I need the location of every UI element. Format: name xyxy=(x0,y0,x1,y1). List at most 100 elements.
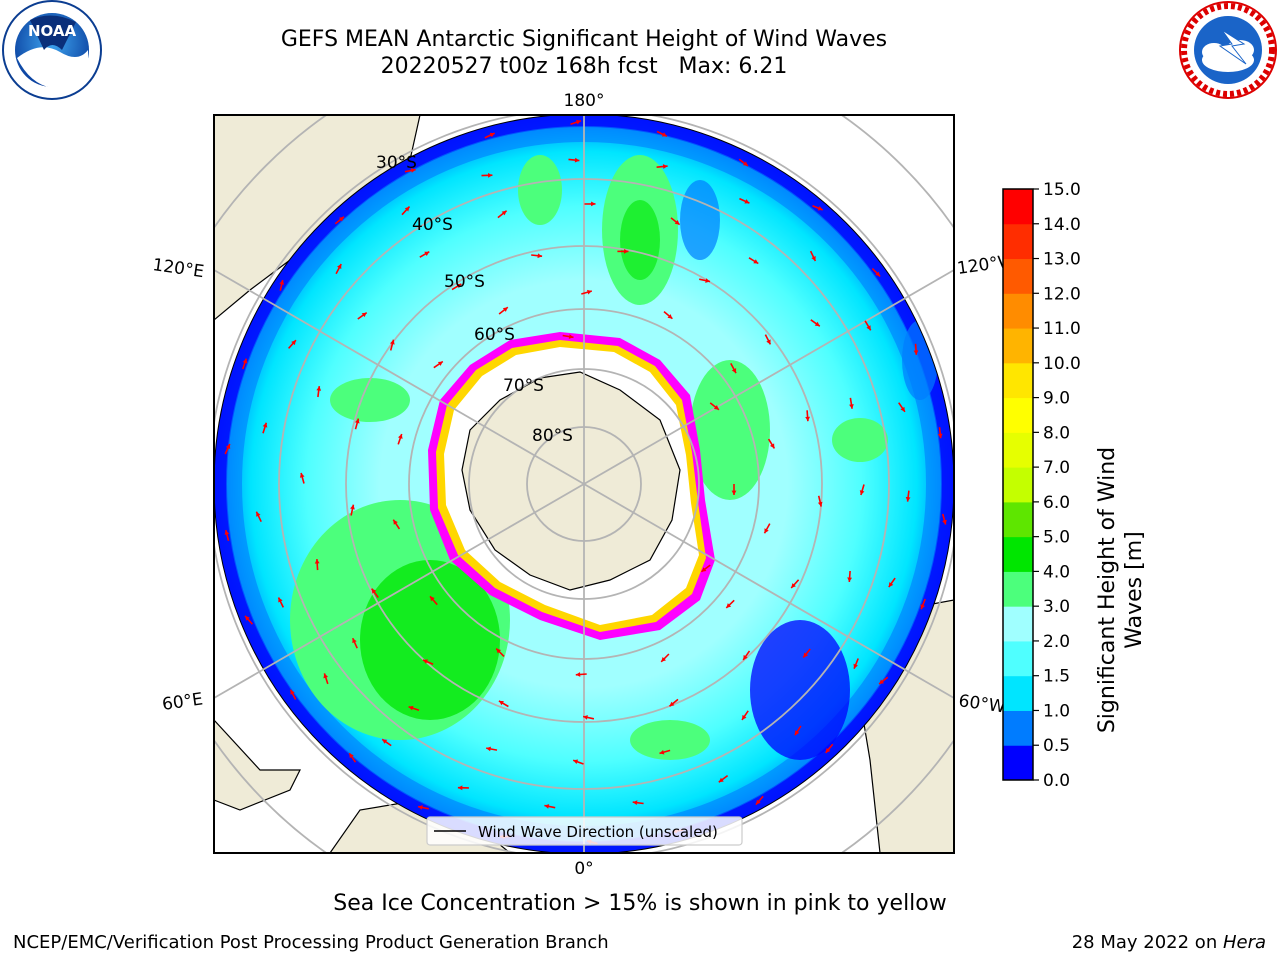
footer-date: 28 May 2022 on Hera xyxy=(1072,932,1266,954)
wind-wave-arrowhead xyxy=(937,433,943,439)
colorbar-cell xyxy=(1003,258,1033,294)
lon-label-lower-left: 60°E xyxy=(161,689,204,714)
colorbar-cell xyxy=(1003,293,1033,329)
wind-wave-arrowhead xyxy=(913,350,919,355)
colorbar-cell xyxy=(1003,362,1033,399)
wind-wave-arrowhead xyxy=(743,161,748,166)
wind-wave-arrowhead xyxy=(245,615,250,621)
wind-wave-arrowhead xyxy=(224,530,230,535)
wind-wave-arrowhead xyxy=(316,386,322,391)
colorbar-tick-label: 13.0 xyxy=(1043,250,1081,270)
wind-wave-arrowhead xyxy=(278,597,283,603)
wind-wave-arrowhead xyxy=(544,804,550,809)
wind-wave-arrowhead xyxy=(410,168,416,173)
wind-wave-arrowhead xyxy=(486,746,491,752)
colorbar-tick-label: 14.0 xyxy=(1043,215,1081,235)
colorbar-cell xyxy=(1003,571,1033,607)
wind-wave-arrowhead xyxy=(661,132,667,137)
wind-wave-arrowhead xyxy=(814,321,820,327)
wind-wave-arrowhead xyxy=(225,444,231,449)
wind-wave-arrowhead xyxy=(404,206,410,212)
wind-wave-arrowhead xyxy=(422,659,428,664)
wind-wave-arrowhead xyxy=(674,220,680,225)
lat-label-70s: 70°S xyxy=(503,376,544,396)
wind-wave-arrowhead xyxy=(573,759,579,764)
wind-wave-arrowhead xyxy=(770,443,775,449)
colorbar-tick-label: 2.0 xyxy=(1043,632,1070,652)
wind-wave-arrowhead xyxy=(299,472,305,478)
nws-logo xyxy=(1179,1,1277,99)
colorbar-tick-label: 10.0 xyxy=(1043,354,1081,374)
wind-wave-arrowhead xyxy=(731,490,737,495)
wind-wave-arrowhead xyxy=(718,777,724,783)
colorbar-cell xyxy=(1003,397,1033,433)
lon-label-top: 180° xyxy=(564,91,605,111)
wind-wave-arrowhead xyxy=(701,567,707,572)
wind-wave-arrowhead xyxy=(574,157,580,163)
colorbar-tick-label: 0.0 xyxy=(1043,771,1070,791)
wind-wave-arrowhead xyxy=(354,418,360,424)
noaa-logo-text: NOAA xyxy=(28,22,77,40)
colorbar-cell xyxy=(1003,640,1033,677)
wind-wave-arrowhead xyxy=(853,663,858,669)
wind-wave-arrowhead xyxy=(667,314,673,319)
wind-wave-arrowhead xyxy=(456,283,462,289)
wind-wave-arrowhead xyxy=(568,334,574,339)
wind-wave-arrowhead xyxy=(811,256,816,261)
wind-wave-arrowhead xyxy=(371,588,377,594)
polar-map xyxy=(214,115,954,853)
wind-wave-arrowhead xyxy=(339,216,344,222)
wind-wave-arrowhead xyxy=(742,714,747,720)
wind-wave-arrowhead xyxy=(743,654,748,660)
wind-wave-arrowhead xyxy=(537,253,543,259)
wind-wave-arrowhead xyxy=(256,511,261,517)
colorbar-cell xyxy=(1003,223,1033,260)
colorbar-cell xyxy=(1003,606,1033,642)
colorbar-tick-label: 11.0 xyxy=(1043,319,1081,339)
wind-wave-arrowhead xyxy=(825,748,831,753)
wind-wave-arrowhead xyxy=(866,325,871,331)
wind-wave-arrowhead xyxy=(847,577,852,582)
wind-wave-arrowhead xyxy=(791,583,796,588)
wind-wave-arrowhead xyxy=(437,361,443,366)
wind-wave-arrowhead xyxy=(279,280,285,285)
wind-wave-arrowhead xyxy=(501,210,507,216)
wind-wave-arrowhead xyxy=(352,638,357,644)
wind-wave-arrowhead xyxy=(408,705,414,711)
noaa-logo: NOAA xyxy=(2,0,102,100)
wind-wave-arrowhead xyxy=(705,278,710,283)
wind-wave-arrowhead xyxy=(879,679,884,684)
wind-wave-arrowhead xyxy=(430,596,435,602)
wind-wave-arrowhead xyxy=(766,339,771,345)
wind-wave-arrowhead xyxy=(744,199,750,204)
colorbar-cell xyxy=(1003,189,1033,225)
colorbar: 0.0 0.5 1.0 1.5 2.0 3.0 4.0 5.0 6.0 7.0 8.0 9.0 10.0… xyxy=(1002,180,1147,791)
wind-wave-arrowhead xyxy=(905,496,911,502)
wind-wave-arrowhead xyxy=(489,132,495,138)
madagascar-land xyxy=(214,719,301,811)
wind-wave-arrowhead xyxy=(390,339,395,345)
wind-wave-arrowhead xyxy=(659,749,665,755)
wind-wave-arrowhead xyxy=(290,689,295,695)
colorbar-cell xyxy=(1003,501,1033,538)
colorbar-cell xyxy=(1003,328,1033,364)
wind-wave-arrowhead xyxy=(337,264,342,269)
colorbar-cell xyxy=(1003,745,1033,781)
wind-wave-arrowhead xyxy=(457,785,463,791)
wind-wave-arrowhead xyxy=(662,164,668,169)
wind-wave-arrowhead xyxy=(398,434,403,439)
footer-machine: Hera xyxy=(1222,932,1266,953)
wind-wave-arrowhead xyxy=(291,340,296,346)
wind-wave-arrowhead xyxy=(496,648,501,654)
colorbar-tick-label: 9.0 xyxy=(1043,389,1070,409)
wind-wave-arrowhead xyxy=(803,652,808,658)
wave-region-pacific xyxy=(690,360,770,500)
wind-wave-arrowhead xyxy=(350,504,355,510)
wind-wave-arrowhead xyxy=(624,249,629,254)
wind-wave-arrowhead xyxy=(382,739,388,744)
map-title: GEFS MEAN Antarctic Significant Height o… xyxy=(280,27,888,52)
wind-wave-arrowhead xyxy=(731,368,737,374)
wind-wave-arrowhead xyxy=(817,206,823,211)
map-subtitle-forecast: 20220527 t00z 168h fcst Max: 6.21 xyxy=(380,54,788,79)
wind-wave-arrowhead xyxy=(575,672,581,677)
